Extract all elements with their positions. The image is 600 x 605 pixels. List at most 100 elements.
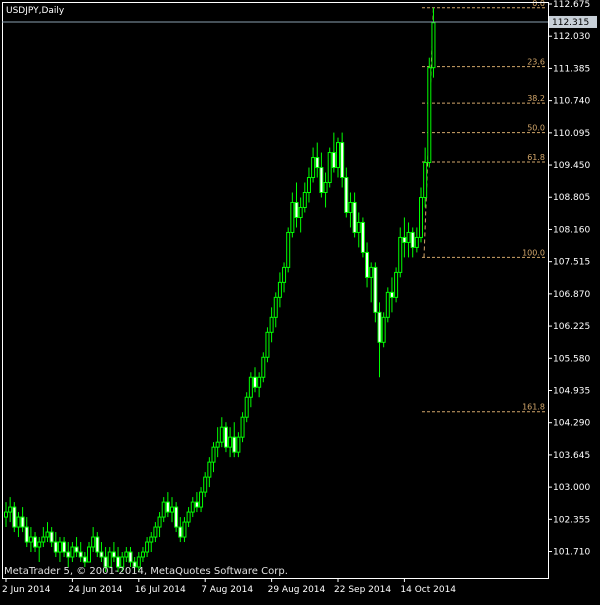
candle-body (140, 551, 145, 558)
candle-body (298, 206, 303, 218)
y-tick-label: 107.515 (553, 258, 590, 268)
candle (327, 147, 332, 188)
watermark-text: MetaTrader 5, © 2001-2014, MetaQuotes So… (4, 566, 288, 577)
candle (286, 227, 291, 273)
y-tick-label: 108.805 (553, 193, 590, 203)
candle-body (352, 201, 357, 233)
candle (107, 547, 112, 568)
candle-body (282, 266, 287, 283)
candle (57, 537, 62, 563)
candle (74, 537, 79, 558)
candle (348, 192, 353, 228)
candle-body (28, 536, 33, 543)
fib-level-label: 23.6 (527, 58, 545, 67)
candle (265, 327, 270, 363)
candle-body (215, 441, 220, 448)
candle (28, 527, 33, 553)
candle (253, 367, 257, 393)
y-tick-label: 101.710 (553, 548, 590, 558)
candle (33, 532, 38, 553)
y-tick-label: 106.225 (553, 322, 590, 332)
candle-body (37, 541, 42, 548)
candle (211, 442, 216, 473)
x-tick-label: 22 Sep 2014 (334, 585, 391, 595)
candle (95, 532, 100, 558)
y-tick-label: 104.290 (553, 419, 590, 429)
candle-body (406, 231, 411, 243)
candle (340, 132, 345, 188)
candle-body (62, 541, 67, 553)
candle-body (136, 556, 141, 568)
candle-body (87, 546, 91, 563)
candle-body (319, 167, 324, 194)
candle-body (99, 551, 104, 558)
candle-body (265, 331, 270, 358)
candle (207, 457, 212, 488)
candle (419, 187, 423, 243)
y-tick-label: 103.000 (553, 483, 590, 493)
candle (394, 267, 399, 303)
candle (53, 532, 58, 558)
candle-body (344, 177, 349, 213)
x-tick-label: 16 Jul 2014 (135, 585, 186, 595)
candle-body (257, 376, 262, 388)
candle-body (269, 316, 274, 333)
candle (178, 517, 183, 543)
candle-body (182, 521, 187, 538)
candle (373, 262, 378, 323)
candle (136, 552, 141, 572)
candle-body (294, 201, 299, 218)
candle-body (340, 142, 345, 179)
candle (215, 427, 220, 458)
plot-frame (2, 2, 549, 579)
candle-body (207, 461, 212, 478)
y-tick-label: 103.645 (553, 451, 590, 461)
candle-body (132, 561, 137, 568)
candle (145, 537, 150, 558)
candle-body (120, 556, 125, 568)
candle (377, 302, 382, 378)
candle-body (286, 231, 291, 268)
candle-body (203, 476, 208, 493)
candle-body (336, 142, 340, 169)
candle-body (302, 192, 307, 208)
candle (12, 502, 17, 533)
candle-body (356, 221, 361, 233)
candle (78, 542, 83, 563)
candle (20, 507, 25, 533)
y-tick-label: 106.870 (553, 290, 590, 300)
candle (381, 312, 386, 348)
candle-body (107, 551, 112, 568)
candle (120, 552, 125, 572)
candle (103, 547, 108, 572)
candle (149, 532, 154, 553)
x-tick-label: 2 Jun 2014 (2, 585, 51, 595)
candle-body (45, 531, 50, 538)
candle (236, 432, 241, 458)
candle-body (223, 426, 228, 448)
candle-body (323, 182, 328, 194)
candle-body (74, 546, 79, 553)
candle-body (290, 201, 295, 233)
candle-body (145, 541, 150, 553)
candle-body (211, 446, 216, 463)
x-tick-label: 14 Oct 2014 (400, 585, 456, 595)
y-tick-label: 102.355 (553, 515, 590, 525)
candle-body (149, 536, 154, 543)
candle-body (70, 546, 75, 558)
candle (82, 552, 87, 568)
candle (70, 542, 75, 563)
candle-body (24, 526, 29, 543)
candle (319, 152, 324, 198)
candle-body (248, 376, 253, 398)
fib-level-label: 38.2 (527, 94, 545, 103)
current-price-box (549, 15, 597, 28)
candle-body (394, 271, 399, 298)
candle (360, 217, 365, 258)
y-tick-label: 110.740 (553, 97, 590, 107)
candle (385, 287, 390, 323)
candle-body (16, 516, 21, 528)
candle (161, 497, 166, 523)
fib-level-label: 0.0 (532, 0, 545, 8)
